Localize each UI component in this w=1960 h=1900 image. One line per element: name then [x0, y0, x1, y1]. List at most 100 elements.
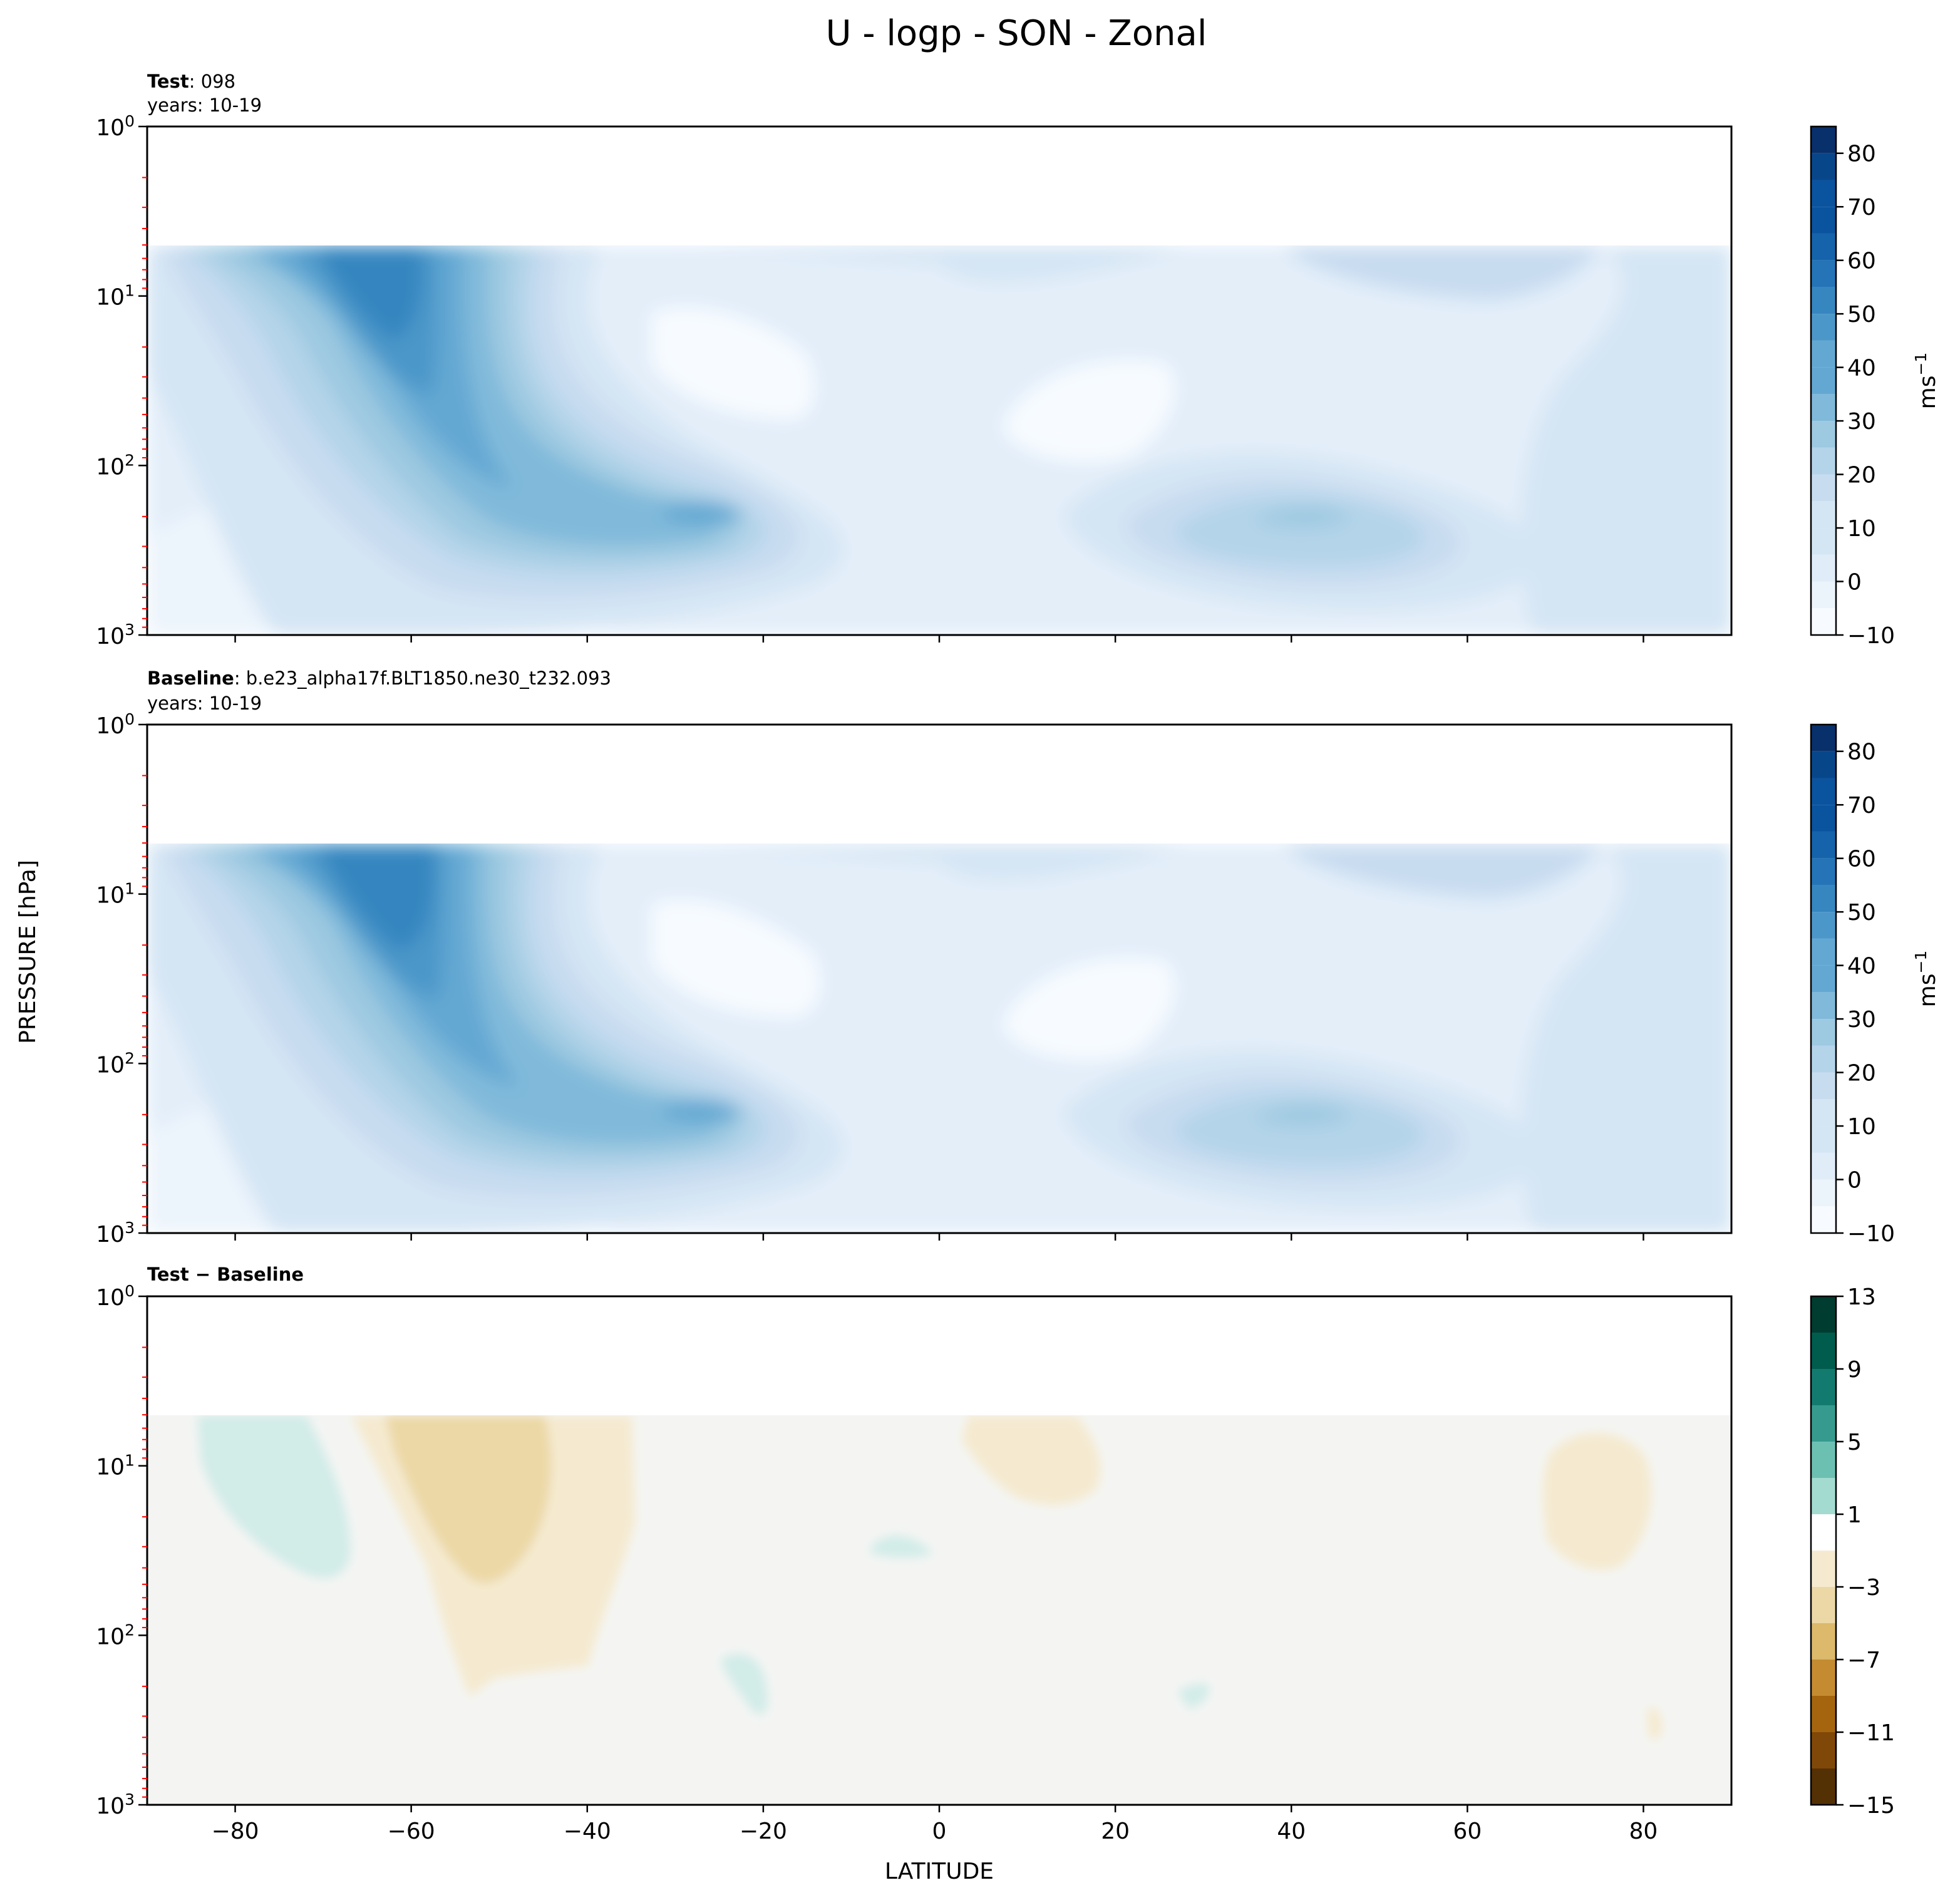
y-tick-label: 100 — [96, 710, 135, 739]
colorbar-band — [1811, 367, 1836, 395]
colorbar-band — [1811, 1696, 1836, 1732]
colorbar-band — [1811, 1660, 1836, 1696]
colorbar-band — [1811, 1333, 1836, 1369]
figure-title: U - logp - SON - Zonal — [826, 13, 1207, 54]
x-tick-label: 20 — [1101, 1819, 1130, 1844]
x-axis-label: LATITUDE — [885, 1859, 994, 1884]
colorbar: −10 0 10 20 30 40 50 60 70 80 ms−1 — [1810, 723, 1941, 1247]
y-ticks: 100 101 102 103 — [96, 112, 147, 649]
colorbar-band — [1811, 447, 1836, 475]
y-tick-label: 100 — [96, 112, 135, 141]
colorbar-band — [1811, 725, 1836, 751]
colorbar-tick-label: 60 — [1847, 847, 1876, 872]
colorbar-band — [1811, 1587, 1836, 1623]
colorbar-band — [1811, 1152, 1836, 1180]
colorbar-band — [1811, 554, 1836, 582]
y-tick-label: 100 — [96, 1282, 135, 1311]
colorbar-tick-label: 70 — [1847, 793, 1876, 818]
y-ticks: 100 101 102 103 — [96, 1282, 147, 1819]
x-ticks — [234, 1233, 1644, 1241]
y-axis-label: PRESSURE [hPa] — [15, 860, 41, 1044]
colorbar-band — [1811, 965, 1836, 993]
colorbar-band — [1811, 751, 1836, 778]
colorbar-band — [1811, 207, 1836, 234]
colorbar-tick-label: −10 — [1847, 623, 1895, 649]
colorbar-band — [1811, 260, 1836, 287]
colorbar-band — [1811, 1296, 1836, 1333]
colorbar-band — [1811, 1206, 1836, 1233]
colorbar-band — [1811, 153, 1836, 180]
x-tick-label: −80 — [212, 1819, 259, 1844]
colorbar-band — [1811, 1442, 1836, 1478]
colorbar-tick-label: −15 — [1847, 1793, 1895, 1819]
colorbar-tick-label: 0 — [1847, 570, 1862, 596]
colorbar-band — [1811, 314, 1836, 341]
colorbar-frame — [1810, 1295, 1837, 1806]
panel-test: Test: 098 years: 10-19 — [96, 71, 1941, 649]
colorbar-band — [1811, 180, 1836, 207]
colorbar-band — [1811, 1126, 1836, 1153]
x-tick-label: 60 — [1453, 1819, 1482, 1844]
panel-title-bold: Test − Baseline — [147, 1264, 304, 1285]
panel-title-bold: Baseline — [147, 668, 234, 689]
contour-field — [147, 1415, 1731, 1805]
colorbar-tick-label: 20 — [1847, 463, 1876, 488]
y-ticks: 100 101 102 103 — [96, 710, 147, 1247]
colorbar-band — [1811, 474, 1836, 502]
contour-field — [147, 844, 1731, 1233]
colorbar-tick-label: 10 — [1847, 516, 1876, 542]
colorbar-band — [1811, 1623, 1836, 1660]
colorbar-band — [1811, 992, 1836, 1020]
colorbar-band — [1811, 528, 1836, 555]
colorbar-band — [1811, 1019, 1836, 1046]
y-tick-label: 101 — [96, 880, 135, 909]
colorbar-tick-label: 10 — [1847, 1114, 1876, 1140]
colorbar-tick-label: 0 — [1847, 1168, 1862, 1194]
colorbar-tick-label: 30 — [1847, 409, 1876, 435]
colorbar-band — [1811, 778, 1836, 805]
panel-title-rest: : 098 — [189, 71, 235, 92]
colorbar-tick-label: 20 — [1847, 1061, 1876, 1087]
panel-baseline: Baseline: b.e23_alpha17f.BLT1850.ne30_t2… — [96, 668, 1941, 1247]
colorbar-tick-label: 40 — [1847, 356, 1876, 381]
colorbar-tick-label: 40 — [1847, 954, 1876, 979]
colorbar-band — [1811, 1514, 1836, 1551]
colorbar-band — [1811, 608, 1836, 635]
colorbar-band — [1811, 1768, 1836, 1805]
colorbar-label: ms−1 — [1912, 951, 1941, 1008]
colorbar-band — [1811, 340, 1836, 368]
colorbar-band — [1811, 885, 1836, 912]
colorbar-band — [1811, 1732, 1836, 1768]
x-ticks — [234, 635, 1644, 643]
colorbar-tick-label: 80 — [1847, 740, 1876, 765]
colorbar-frame — [1810, 723, 1837, 1234]
colorbar-band — [1811, 858, 1836, 885]
colorbar-band — [1811, 287, 1836, 314]
contour-field — [147, 245, 1731, 635]
y-tick-label: 103 — [96, 621, 135, 649]
colorbar-frame — [1810, 125, 1837, 636]
panel-difference: Test − Baseline −80 −60 −40 −20 0 20 40 60 80 10… — [96, 1264, 1895, 1844]
colorbar-band — [1811, 1369, 1836, 1405]
colorbar-tick-label: 30 — [1847, 1007, 1876, 1033]
colorbar-band — [1811, 805, 1836, 832]
colorbar-band — [1811, 394, 1836, 421]
colorbar-tick-label: 70 — [1847, 195, 1876, 220]
panel-title: Baseline: b.e23_alpha17f.BLT1850.ne30_t2… — [147, 668, 611, 689]
colorbar-tick-label: −7 — [1847, 1648, 1880, 1673]
colorbar: 13 9 5 1 −3 −7 −11 −15 — [1810, 1284, 1895, 1819]
colorbar-tick-label: 50 — [1847, 302, 1876, 328]
y-tick-label: 103 — [96, 1790, 135, 1819]
colorbar-tick-label: 5 — [1847, 1430, 1862, 1455]
x-ticks: −80 −60 −40 −20 0 20 40 60 80 — [212, 1805, 1658, 1844]
y-tick-label: 102 — [96, 1049, 135, 1078]
panel-years: years: 10-19 — [147, 693, 262, 714]
colorbar-band — [1811, 1045, 1836, 1073]
colorbar-tick-label: 9 — [1847, 1357, 1862, 1383]
colorbar-band — [1811, 126, 1836, 153]
panel-title-rest: : b.e23_alpha17f.BLT1850.ne30_t232.093 — [234, 668, 611, 689]
colorbar-tick-label: 60 — [1847, 249, 1876, 274]
colorbar-band — [1811, 1179, 1836, 1207]
colorbar-band — [1811, 1405, 1836, 1442]
